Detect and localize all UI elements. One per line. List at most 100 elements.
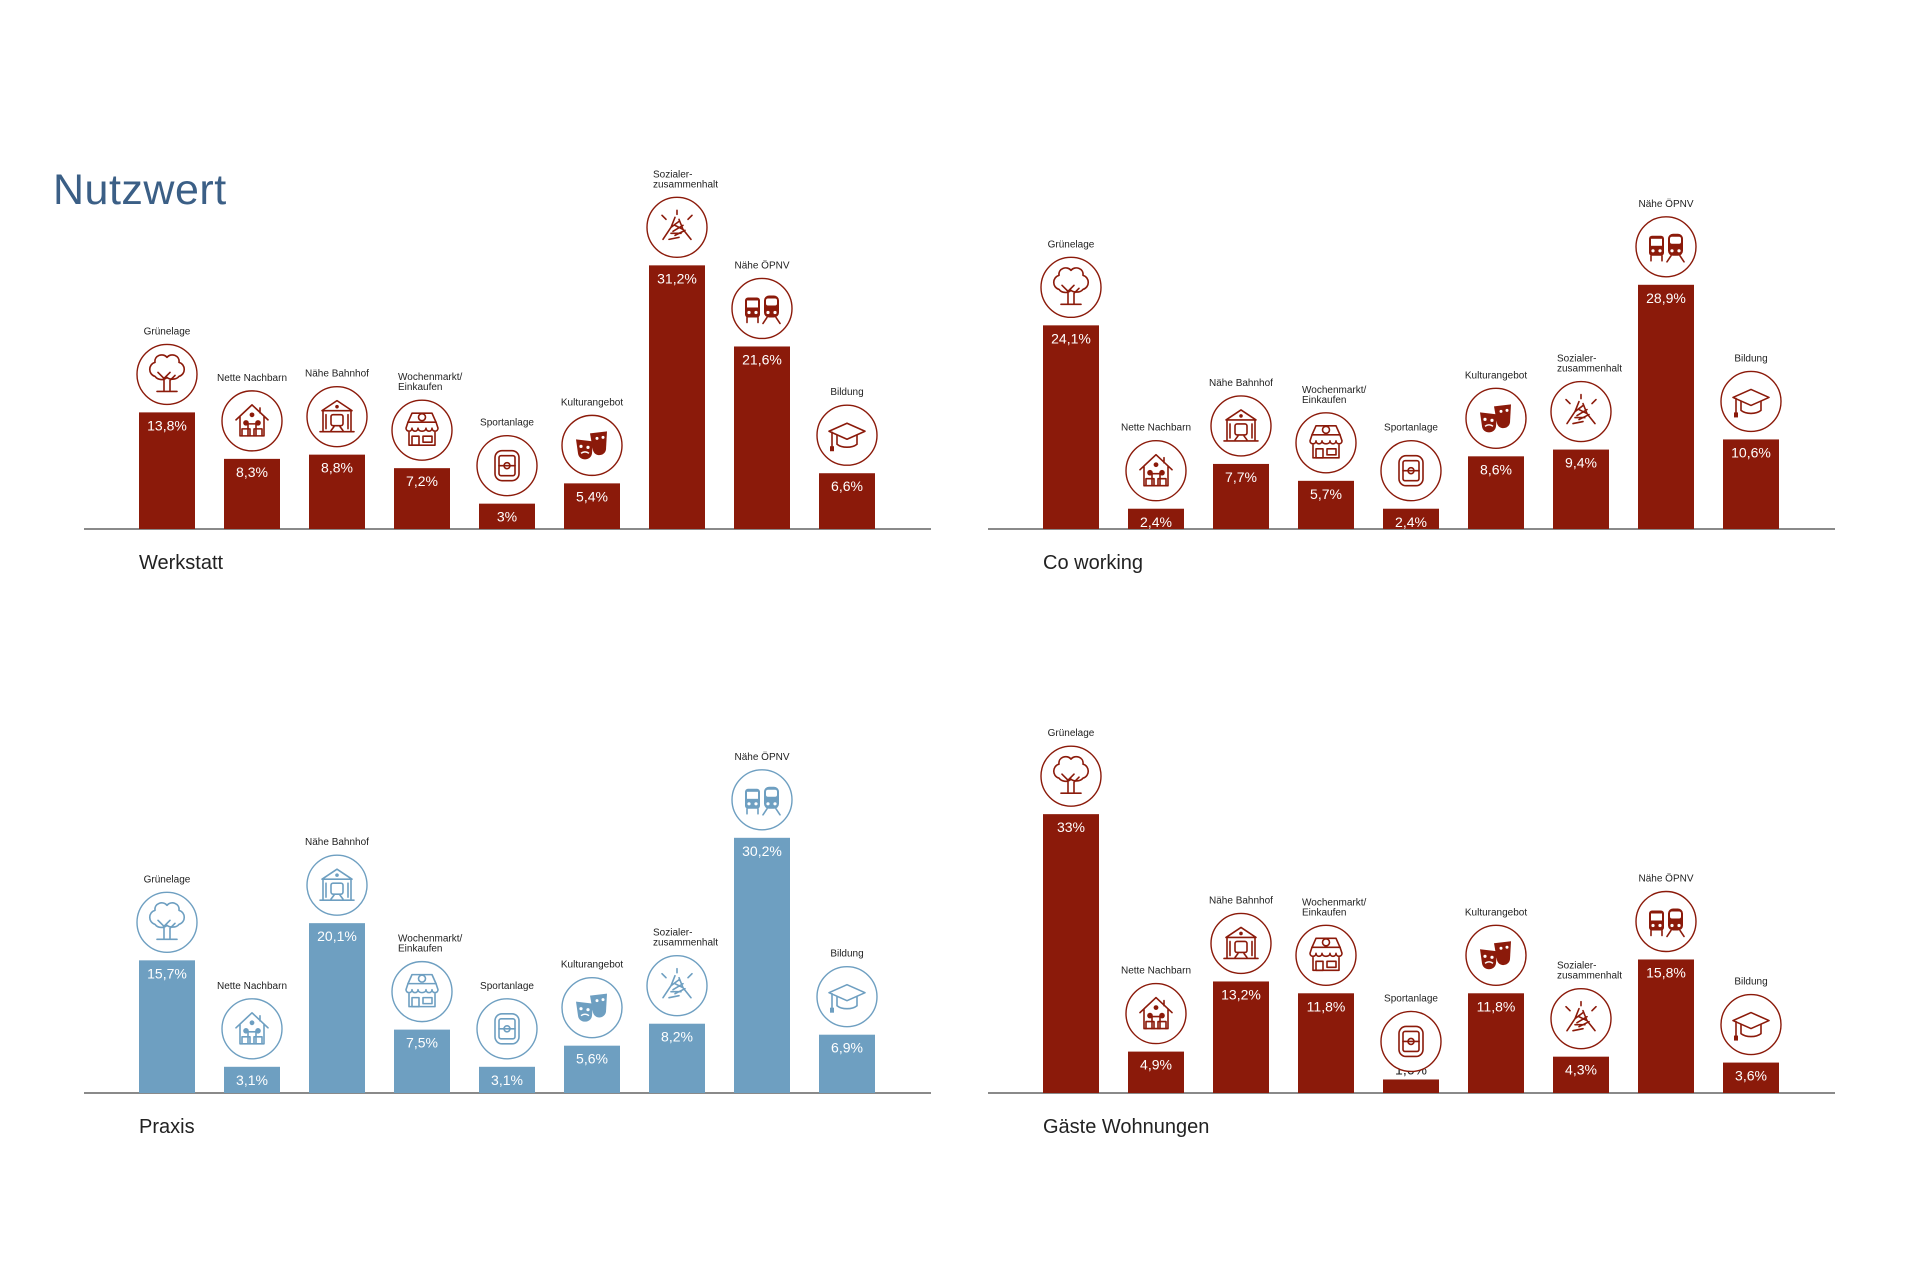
value-label: 31,2% (657, 270, 697, 286)
bar (1043, 814, 1099, 1093)
house-icon (1125, 982, 1187, 1045)
value-label: 3% (497, 509, 517, 525)
value-label: 30,2% (742, 843, 782, 859)
field-icon (476, 434, 538, 497)
bar (1638, 959, 1694, 1093)
tree-icon (136, 891, 198, 954)
value-label: 5,6% (576, 1051, 608, 1067)
value-label: 8,6% (1480, 461, 1512, 477)
hands-icon (1550, 987, 1612, 1050)
bar (1298, 480, 1354, 529)
bar (394, 1029, 450, 1093)
house-icon (221, 390, 283, 452)
value-label: 24,1% (1051, 330, 1091, 346)
category-label: Nähe ÖPNV (1638, 198, 1693, 210)
value-label: 13,8% (147, 417, 187, 433)
bar (649, 265, 705, 529)
value-label: 10,6% (1731, 444, 1771, 460)
bar (649, 1023, 705, 1093)
value-label: 11,8% (1307, 998, 1346, 1014)
chart-name: Co working (1043, 552, 1143, 574)
bar (309, 923, 365, 1093)
page-title: Nutzwert (53, 166, 227, 214)
value-label: 4,3% (1565, 1062, 1597, 1078)
transit-icon (1635, 890, 1697, 953)
bar (1638, 284, 1694, 529)
bar (1553, 1056, 1609, 1093)
bar (1723, 439, 1779, 529)
category-label: Wochenmarkt/Einkaufen (398, 934, 463, 955)
category-label: Bildung (830, 949, 863, 960)
bar (1468, 456, 1524, 529)
category-label: Nähe Bahnhof (1209, 378, 1273, 389)
transit-icon (1635, 216, 1697, 278)
house-icon (221, 998, 283, 1060)
theater-icon (561, 414, 623, 477)
value-label: 5,7% (1310, 486, 1342, 502)
value-label: 6,9% (831, 1040, 863, 1056)
shop-icon (1295, 924, 1357, 986)
category-label: Wochenmarkt/Einkaufen (398, 372, 463, 393)
value-label: 33% (1057, 819, 1085, 835)
theater-icon (561, 976, 623, 1039)
bar (1043, 325, 1099, 529)
bar (139, 412, 195, 529)
bar (1213, 981, 1269, 1093)
category-label: Bildung (830, 387, 863, 398)
category-label: Sozialer-zusammenhalt (653, 169, 718, 190)
station-icon (306, 385, 368, 448)
category-label: Kulturangebot (561, 960, 623, 971)
category-label: Grünelage (144, 874, 191, 885)
value-label: 8,8% (321, 460, 353, 476)
category-label: Sportanlage (1384, 993, 1438, 1004)
bar (224, 1066, 280, 1093)
category-label: Nähe ÖPNV (734, 751, 789, 763)
value-label: 9,4% (1565, 455, 1597, 471)
category-label: Nähe Bahnhof (305, 837, 369, 848)
value-label: 3,1% (491, 1072, 523, 1088)
value-label: 5,4% (576, 488, 608, 504)
category-label: Grünelage (1048, 239, 1095, 250)
theater-icon (1465, 387, 1527, 450)
bar (1553, 449, 1609, 529)
bar (479, 503, 535, 529)
value-label: 15,8% (1646, 964, 1686, 980)
value-label: 15,7% (147, 965, 187, 981)
bar (564, 483, 620, 529)
bar (819, 473, 875, 529)
station-icon (1210, 395, 1272, 457)
chart-name: Werkstatt (139, 552, 224, 574)
bar (819, 1034, 875, 1093)
graduation-icon (1720, 993, 1782, 1056)
station-icon (1210, 912, 1272, 975)
category-label: Nähe Bahnhof (1209, 895, 1273, 906)
bar (1128, 1051, 1184, 1093)
bar (394, 468, 450, 529)
category-label: Sportanlage (480, 418, 534, 429)
shop-icon (1295, 412, 1357, 474)
category-label: Nette Nachbarn (1121, 423, 1191, 434)
bar (1383, 1079, 1439, 1093)
chart-name: Gäste Wohnungen (1043, 1116, 1209, 1138)
tree-icon (1040, 256, 1102, 319)
graduation-icon (1720, 370, 1782, 433)
bar (1298, 993, 1354, 1093)
category-label: Grünelage (1048, 728, 1095, 739)
value-label: 13,2% (1221, 986, 1261, 1002)
category-label: Nette Nachbarn (1121, 966, 1191, 977)
hands-icon (1550, 380, 1612, 443)
bar (1128, 508, 1184, 529)
category-label: Wochenmarkt/Einkaufen (1302, 897, 1367, 918)
category-label: Sozialer-zusammenhalt (1557, 354, 1622, 375)
bar (734, 346, 790, 529)
graduation-icon (816, 404, 878, 466)
category-label: Sportanlage (480, 981, 534, 992)
value-label: 21,6% (742, 351, 782, 367)
bar (1383, 508, 1439, 529)
category-label: Grünelage (144, 326, 191, 337)
bar (1213, 463, 1269, 529)
bar (1468, 993, 1524, 1093)
category-label: Wochenmarkt/Einkaufen (1302, 385, 1367, 406)
